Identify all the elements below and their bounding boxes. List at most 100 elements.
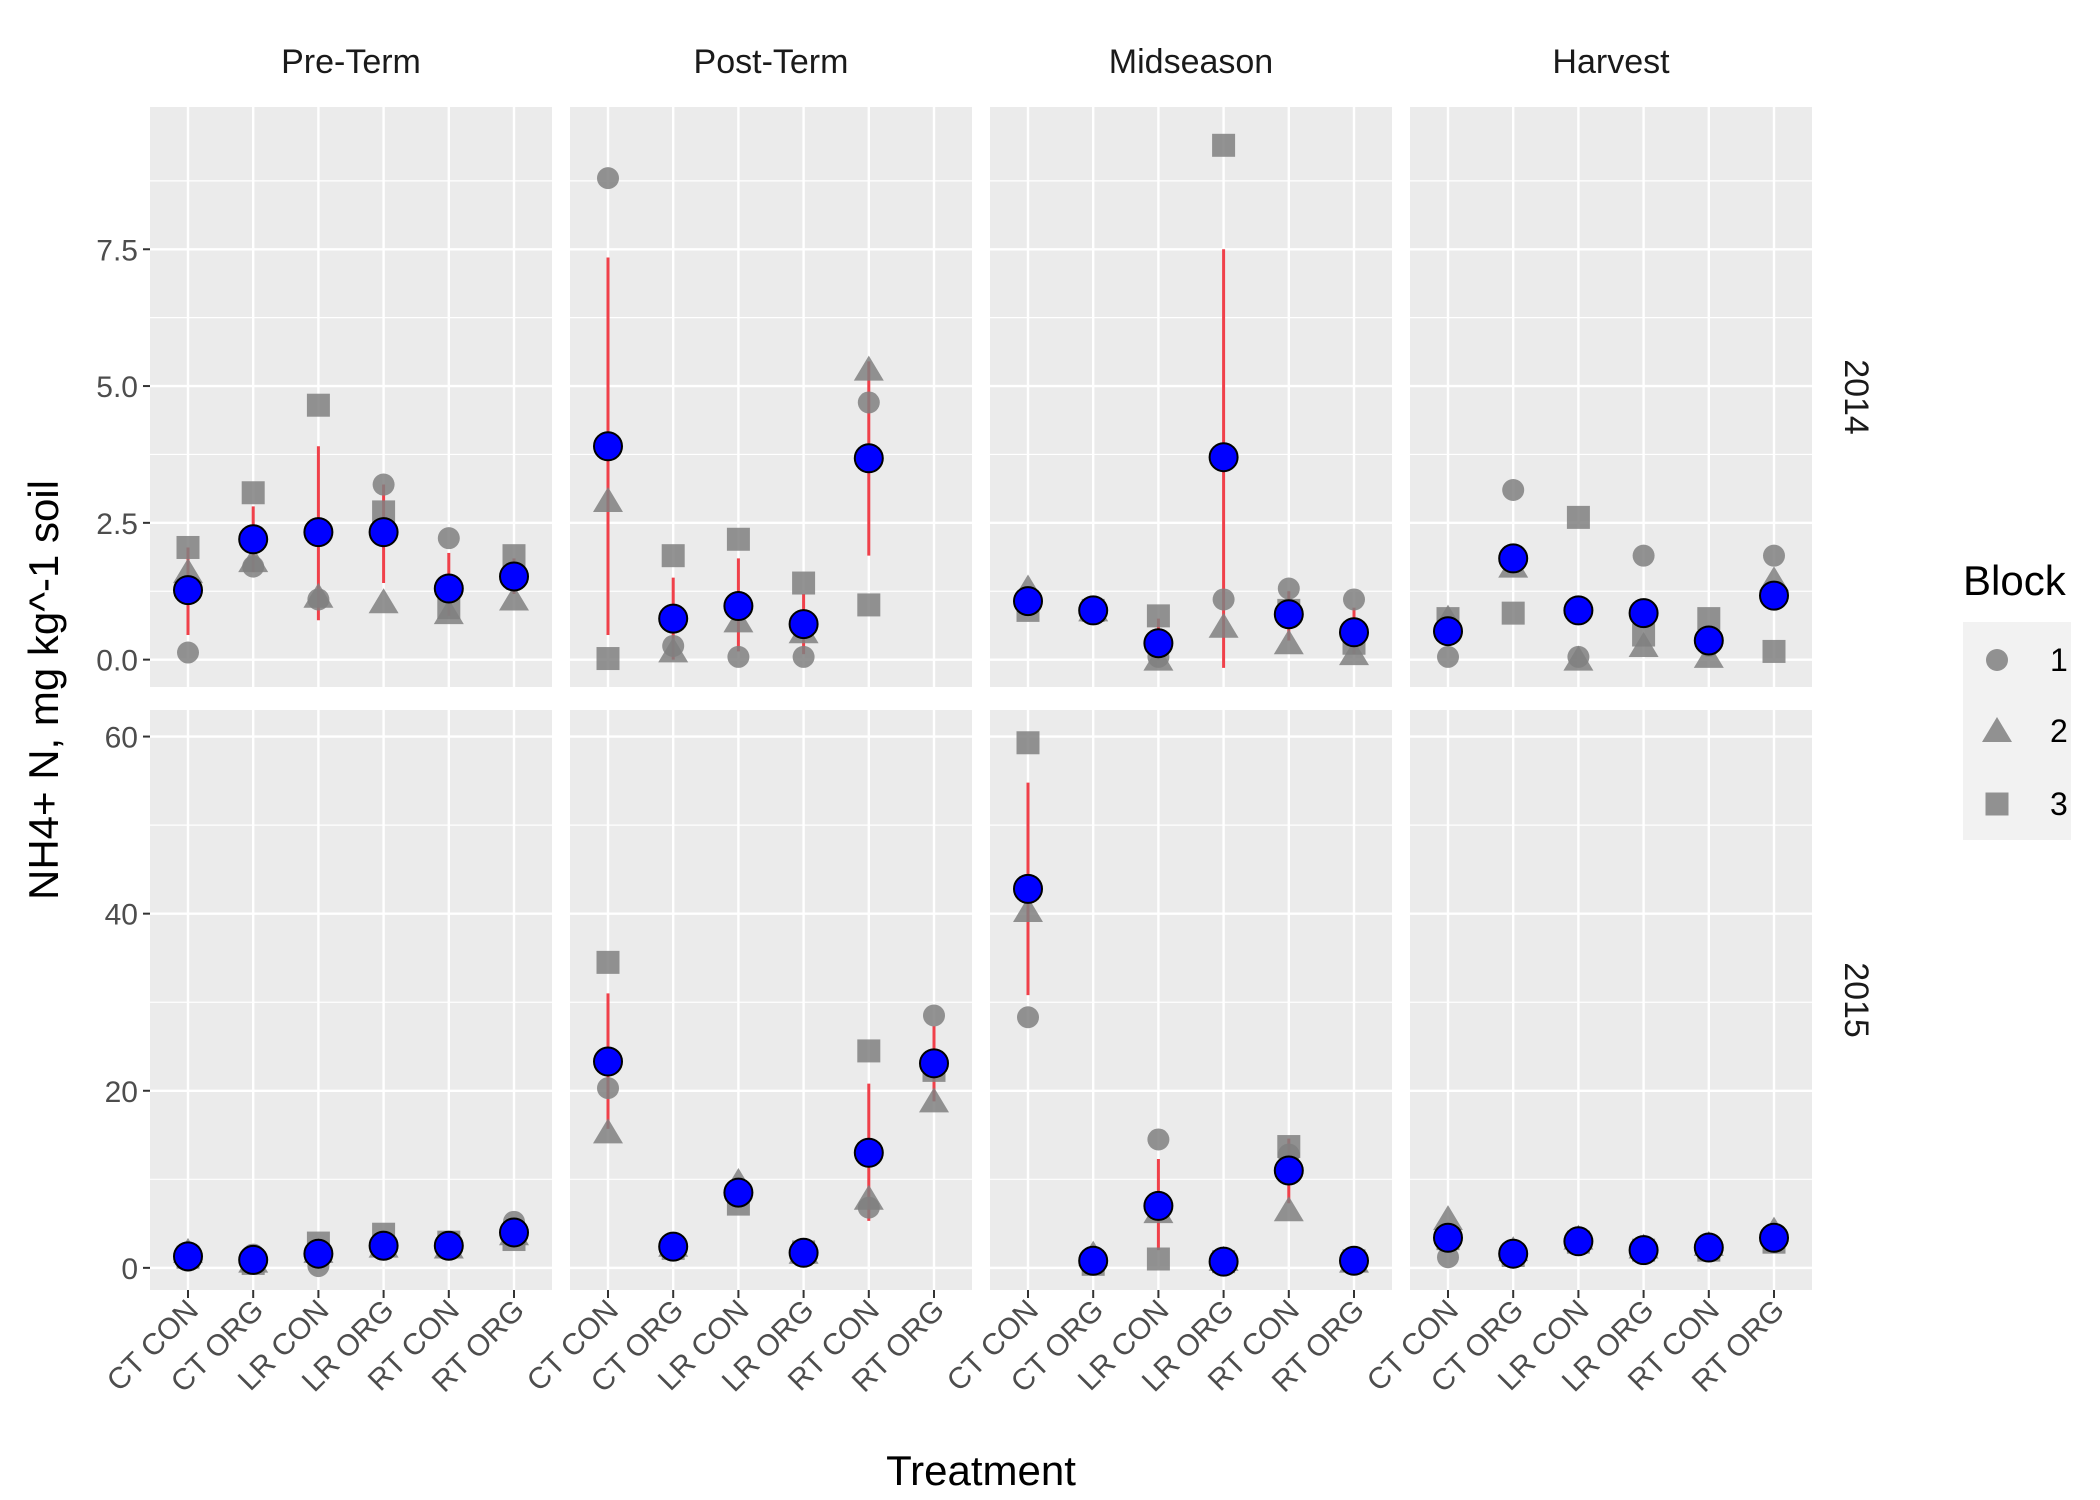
mean-point-ct-org bbox=[238, 1244, 269, 1275]
panel-background bbox=[1410, 710, 1812, 1290]
block-2-point-lr-org bbox=[1208, 612, 1239, 638]
block-2-point-ct-con bbox=[593, 1118, 623, 1144]
block-3-point-ct-org bbox=[661, 544, 685, 568]
mean-point-lr-con bbox=[1143, 628, 1174, 659]
block-2-point-rt-org bbox=[499, 585, 529, 611]
block-2-point-lr-con bbox=[1563, 645, 1594, 671]
mean-point-lr-org bbox=[1628, 1235, 1659, 1266]
legend-items: 1 2 3 bbox=[1963, 622, 2071, 840]
legend: Block 1 2 3 bbox=[1963, 557, 2071, 840]
block-3-point-ct-org bbox=[1501, 601, 1525, 625]
mean-point-ct-con bbox=[593, 1046, 623, 1077]
mean-point-ct-con bbox=[173, 575, 203, 606]
y-tick-label: 60 bbox=[105, 722, 138, 755]
mean-point-rt-org bbox=[499, 1217, 529, 1248]
mean-point-rt-con bbox=[853, 443, 884, 474]
mean-point-lr-con bbox=[723, 591, 754, 622]
mean-point-lr-org bbox=[368, 517, 399, 548]
legend-key-3 bbox=[1985, 792, 2009, 816]
block-3-point-rt-con bbox=[1277, 1135, 1301, 1159]
mean-point-rt-con bbox=[1693, 1232, 1724, 1263]
row-strip-2015: 2015 bbox=[1837, 962, 1875, 1038]
mean-point-ct-org bbox=[1078, 1245, 1109, 1276]
row-strip-2014: 2014 bbox=[1837, 359, 1875, 435]
mean-point-rt-org bbox=[1339, 1245, 1369, 1276]
block-1-point-ct-con bbox=[1017, 1006, 1039, 1029]
block-2-point-ct-con bbox=[1433, 1205, 1463, 1231]
y-tick-label: 20 bbox=[105, 1076, 138, 1109]
block-3-point-rt-con bbox=[857, 1039, 881, 1063]
mean-point-ct-con bbox=[1433, 1222, 1463, 1253]
mean-point-ct-org bbox=[658, 603, 689, 634]
panel-background bbox=[570, 710, 972, 1290]
mean-point-lr-con bbox=[303, 517, 334, 548]
facet-strips: Pre-Term Post-Term Midseason Harvest 2014 201… bbox=[281, 43, 1875, 1038]
y-tick-label: 0 bbox=[121, 1253, 138, 1286]
block-2-point-rt-con bbox=[853, 355, 884, 381]
mean-point-ct-org bbox=[1498, 543, 1529, 574]
panel-2015-midseason bbox=[990, 710, 1392, 1290]
block-3-point-ct-con bbox=[176, 535, 200, 559]
mean-point-ct-con bbox=[173, 1241, 203, 1272]
panel-background bbox=[570, 107, 972, 687]
mean-point-ct-org bbox=[658, 1231, 689, 1262]
mean-point-rt-con bbox=[853, 1137, 884, 1168]
legend-title: Block bbox=[1963, 557, 2067, 604]
block-2-point-lr-con bbox=[303, 582, 334, 608]
mean-point-rt-con bbox=[433, 573, 464, 604]
block-3-point-lr-org bbox=[372, 500, 396, 524]
mean-point-lr-org bbox=[1208, 442, 1239, 473]
panel-background bbox=[1410, 107, 1812, 687]
block-2-point-rt-con bbox=[1273, 1196, 1304, 1222]
x-axis-title: Treatment bbox=[886, 1447, 1076, 1494]
legend-key-2 bbox=[1982, 717, 2012, 742]
block-2-point-ct-org bbox=[658, 637, 689, 663]
legend-key-1 bbox=[1986, 649, 2008, 671]
mean-point-lr-con bbox=[1563, 595, 1594, 626]
block-2-point-rt-con bbox=[1273, 629, 1304, 655]
block-3-point-lr-org bbox=[1212, 133, 1236, 157]
mean-point-ct-con bbox=[1013, 586, 1043, 617]
mean-point-lr-con bbox=[303, 1238, 334, 1269]
mean-point-lr-org bbox=[788, 1237, 819, 1268]
legend-label-3: 3 bbox=[2050, 786, 2068, 822]
mean-point-ct-con bbox=[1013, 873, 1043, 904]
mean-point-lr-org bbox=[368, 1230, 399, 1261]
block-3-point-lr-con bbox=[1146, 1247, 1170, 1271]
mean-point-ct-org bbox=[1078, 595, 1109, 626]
column-strip-midseason: Midseason bbox=[1109, 43, 1273, 81]
block-3-point-ct-con bbox=[1016, 731, 1040, 755]
y-tick-label: 2.5 bbox=[96, 508, 138, 541]
mean-point-rt-org bbox=[1339, 617, 1369, 648]
panel-background bbox=[150, 710, 552, 1290]
panel-2014-post-term bbox=[570, 107, 972, 687]
mean-point-rt-con bbox=[433, 1230, 464, 1261]
block-1-point-lr-org bbox=[792, 645, 815, 668]
panel-background bbox=[150, 107, 552, 687]
mean-point-ct-con bbox=[593, 431, 623, 462]
block-3-point-lr-con bbox=[1566, 505, 1590, 529]
mean-point-lr-con bbox=[723, 1177, 754, 1208]
block-1-point-ct-con bbox=[1437, 645, 1459, 668]
block-3-point-lr-con bbox=[306, 393, 330, 417]
block-1-point-ct-con bbox=[597, 167, 619, 190]
mean-point-lr-org bbox=[1628, 598, 1659, 629]
block-3-point-lr-con bbox=[726, 527, 750, 551]
mean-point-ct-con bbox=[1433, 616, 1463, 647]
y-axis-title: NH4+ N, mg kg^-1 soil bbox=[20, 480, 67, 900]
block-3-point-rt-con bbox=[857, 593, 881, 617]
mean-point-lr-org bbox=[788, 609, 819, 640]
mean-point-rt-org bbox=[499, 561, 529, 592]
mean-point-lr-con bbox=[1563, 1226, 1594, 1257]
block-3-point-ct-org bbox=[241, 481, 265, 505]
mean-point-lr-con bbox=[1143, 1190, 1174, 1221]
block-2-point-ct-con bbox=[173, 558, 203, 584]
y-tick-label: 5.0 bbox=[96, 371, 138, 404]
block-3-point-lr-con bbox=[1146, 604, 1170, 628]
panel-2015-harvest bbox=[1410, 710, 1812, 1290]
block-2-point-rt-con bbox=[853, 1184, 884, 1210]
block-1-point-rt-org bbox=[923, 1004, 945, 1027]
block-3-point-rt-org bbox=[502, 544, 526, 568]
block-1-point-ct-con bbox=[177, 641, 199, 664]
